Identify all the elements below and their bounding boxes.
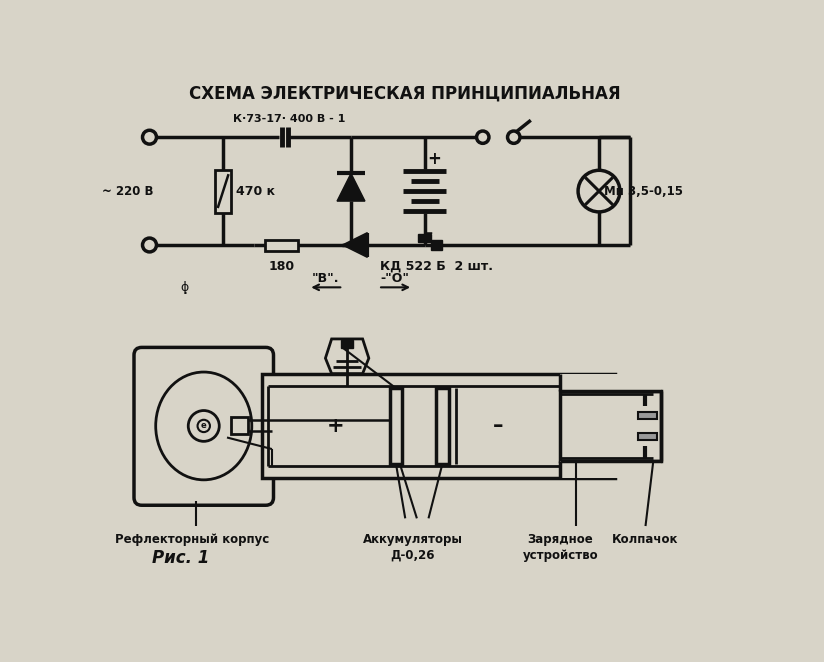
Bar	[262, 373, 615, 479]
Circle shape	[476, 131, 489, 144]
Bar	[341, 340, 353, 348]
Bar	[560, 461, 661, 479]
Text: СХЕМА ЭЛЕКТРИЧЕСКАЯ ПРИНЦИПИАЛЬНАЯ: СХЕМА ЭЛЕКТРИЧЕСКАЯ ПРИНЦИПИАЛЬНАЯ	[190, 84, 621, 103]
Circle shape	[188, 410, 219, 442]
Text: Колпачок: Колпачок	[612, 533, 679, 545]
Circle shape	[143, 238, 157, 252]
Polygon shape	[325, 339, 369, 373]
Text: +: +	[326, 416, 344, 436]
Text: -"О": -"О"	[381, 271, 410, 285]
Text: –: –	[425, 226, 432, 240]
Bar	[265, 240, 297, 251]
Text: Рефлекторный корпус: Рефлекторный корпус	[115, 533, 269, 545]
Circle shape	[508, 131, 520, 144]
Bar	[560, 391, 661, 461]
Text: Мн 3,5-0,15: Мн 3,5-0,15	[605, 185, 683, 197]
Bar	[419, 234, 431, 242]
Text: ϕ: ϕ	[180, 281, 189, 294]
FancyBboxPatch shape	[134, 348, 274, 505]
Text: 180: 180	[268, 260, 294, 273]
Bar	[638, 433, 657, 440]
Bar	[436, 388, 448, 463]
Text: К·73-17· 400 В - 1: К·73-17· 400 В - 1	[233, 115, 345, 124]
Bar	[390, 388, 402, 463]
Text: КД 522 Б  2 шт.: КД 522 Б 2 шт.	[380, 260, 493, 273]
Circle shape	[143, 130, 157, 144]
Text: +: +	[427, 150, 441, 167]
Text: Аккумуляторы: Аккумуляторы	[363, 533, 463, 545]
Text: ~ 220 В: ~ 220 В	[102, 185, 153, 197]
Bar	[638, 412, 657, 419]
Bar	[215, 169, 231, 213]
Bar	[560, 373, 661, 391]
Polygon shape	[343, 232, 368, 258]
Text: –: –	[493, 416, 503, 436]
Text: Зарядное: Зарядное	[527, 533, 593, 545]
Text: Рис. 1: Рис. 1	[152, 549, 209, 567]
Bar	[431, 240, 442, 250]
Bar	[231, 418, 248, 434]
Circle shape	[198, 420, 210, 432]
Text: Д-0,26: Д-0,26	[391, 549, 435, 562]
Text: "В".: "В".	[311, 271, 339, 285]
Text: 470 к: 470 к	[236, 185, 275, 197]
Text: e: e	[201, 422, 207, 430]
Ellipse shape	[156, 372, 252, 480]
Circle shape	[578, 170, 620, 212]
Polygon shape	[337, 173, 365, 201]
Text: устройство: устройство	[522, 549, 598, 562]
Text: .: .	[182, 280, 187, 298]
